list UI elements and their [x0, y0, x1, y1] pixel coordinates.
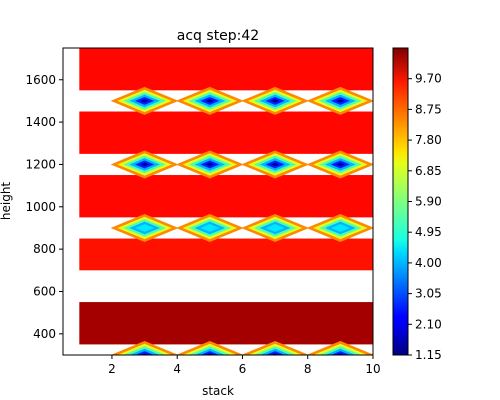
dip-8: [110, 213, 179, 242]
colorbar: [392, 47, 409, 356]
dip-13: [175, 341, 244, 355]
colorbar-tick-label: 2.10: [415, 317, 442, 331]
dip-11: [306, 213, 373, 242]
y-axis-label: height: [0, 182, 13, 221]
y-tick-label: 800: [33, 242, 56, 256]
plot-frame: [62, 47, 374, 356]
dip-14: [241, 341, 310, 355]
y-tick-label: 1600: [25, 73, 56, 87]
dip-1: [175, 86, 244, 115]
x-axis-label: stack: [202, 384, 234, 398]
band-3: [79, 238, 373, 271]
colorbar-tick-label: 4.95: [415, 225, 442, 239]
x-axis-ticks: 2 4 6 8 10: [108, 355, 381, 376]
y-tick-label: 600: [33, 284, 56, 298]
dip-7: [306, 150, 373, 179]
dip-0: [110, 86, 179, 115]
band-1: [79, 111, 373, 154]
x-tick-label: 2: [108, 362, 116, 376]
x-tick-label: 6: [239, 362, 247, 376]
colorbar-tick-label: 7.80: [415, 133, 442, 147]
dip-4: [110, 150, 179, 179]
colorbar-tick-label: 5.90: [415, 195, 442, 209]
dip-10: [241, 213, 310, 242]
band-0: [79, 48, 373, 91]
colorbar-tick-label: 6.85: [415, 164, 442, 178]
colorbar-tick-label: 1.15: [415, 348, 442, 362]
y-tick-label: 400: [33, 327, 56, 341]
colorbar-ticks: 1.15 2.10 3.05 4.00 4.95 5.90 6.85 7.80 8.75 9.70: [408, 72, 442, 362]
dip-15: [306, 341, 373, 355]
dip-3: [306, 86, 373, 115]
dip-9: [175, 213, 244, 242]
dip-2: [241, 86, 310, 115]
x-tick-label: 10: [365, 362, 380, 376]
band-4: [79, 302, 373, 345]
y-tick-label: 1000: [25, 200, 56, 214]
plot-area: [79, 48, 373, 355]
y-tick-label: 1400: [25, 115, 56, 129]
dip-5: [175, 150, 244, 179]
chart-title: acq step:42: [177, 28, 259, 44]
colorbar-tick-label: 9.70: [415, 72, 442, 86]
y-axis-ticks: 400 600 800 1000 1200 1400 1600: [25, 73, 63, 341]
x-tick-label: 4: [173, 362, 181, 376]
y-tick-label: 1200: [25, 157, 56, 171]
colorbar-tick-label: 3.05: [415, 287, 442, 301]
band-2: [79, 175, 373, 218]
x-tick-label: 8: [304, 362, 312, 376]
dip-12: [110, 341, 179, 355]
dip-6: [241, 150, 310, 179]
colorbar-tick-label: 8.75: [415, 102, 442, 116]
colorbar-tick-label: 4.00: [415, 256, 442, 270]
